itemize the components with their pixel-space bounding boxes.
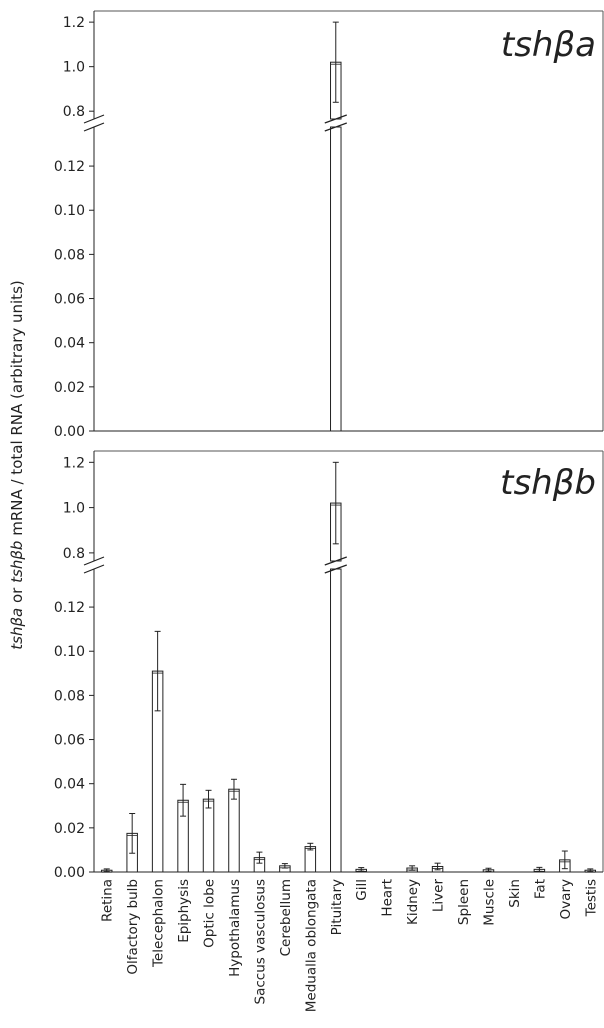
panel-1-bar-9-lower bbox=[330, 568, 342, 873]
x-tick-label-12: Kidney bbox=[405, 879, 421, 925]
panel-1-ytick-label-upper-0: 0.8 bbox=[63, 546, 85, 562]
x-tick-label-18: Ovary bbox=[558, 879, 574, 919]
panel-0-ytick-label-lower-3: 0.06 bbox=[54, 292, 85, 308]
panel-0-ytick-label-upper-1: 1.0 bbox=[63, 60, 85, 76]
panel-1-ytick-label-lower-5: 0.10 bbox=[54, 644, 85, 660]
x-tick-label-14: Spleen bbox=[456, 879, 472, 925]
panel-0-ytick-label-upper-2: 1.2 bbox=[63, 15, 85, 31]
y-axis-label-suffix: mRNA / total RNA (arbitrary units) bbox=[8, 280, 26, 540]
panel-title-bottom: tshβb bbox=[500, 463, 596, 503]
x-tick-label-16: Skin bbox=[507, 879, 523, 908]
panel-0-ytick-label-lower-1: 0.02 bbox=[54, 380, 85, 396]
panel-0-ytick-label-lower-5: 0.10 bbox=[54, 203, 85, 219]
y-axis-label: tshβa or tshβb mRNA / total RNA (arbitra… bbox=[8, 280, 26, 649]
panel-1-bar-9-break-mark-1 bbox=[324, 564, 347, 574]
panel-1-ytick-label-lower-2: 0.04 bbox=[54, 777, 85, 793]
panel-1-bar-4 bbox=[202, 798, 215, 873]
x-tick-label-3: Epiphysis bbox=[176, 879, 192, 943]
x-tick-label-17: Fat bbox=[532, 879, 548, 899]
x-tick-label-1: Olfactory bulb bbox=[125, 879, 141, 975]
panel-0-y-break-mark-1 bbox=[83, 122, 105, 132]
y-axis-label-or: or bbox=[8, 583, 26, 608]
panel-1-ytick-label-lower-4: 0.08 bbox=[54, 688, 85, 704]
panel-1-ytick-label-lower-1: 0.02 bbox=[54, 821, 85, 837]
x-tick-label-8: Medualla oblongata bbox=[303, 879, 319, 1012]
x-tick-label-9: Pituitary bbox=[329, 879, 345, 935]
panel-1-ytick-label-upper-2: 1.2 bbox=[63, 455, 85, 471]
panel-0-ytick-label-lower-6: 0.12 bbox=[54, 159, 85, 175]
panel-0-ytick-label-lower-4: 0.08 bbox=[54, 247, 85, 263]
y-axis-label-gene-a: tshβa bbox=[8, 608, 26, 650]
panel-1-bar-9-break-mark-0 bbox=[324, 556, 347, 566]
y-axis-label-gene-b: tshβb bbox=[8, 541, 26, 583]
panel-1-ytick-label-lower-0: 0.00 bbox=[54, 865, 85, 881]
x-tick-label-2: Telecephalon bbox=[151, 879, 167, 968]
panel-0-bar-9-break-mark-0 bbox=[324, 114, 347, 124]
panel-1-y-break-mark-0 bbox=[83, 556, 105, 566]
x-tick-label-4: Optic lobe bbox=[202, 879, 218, 948]
x-tick-label-6: Saccus vasculosus bbox=[252, 879, 268, 1004]
x-tick-label-11: Heart bbox=[380, 879, 396, 917]
x-tick-label-19: Testis bbox=[583, 879, 599, 917]
panel-1-ytick-label-lower-3: 0.06 bbox=[54, 733, 85, 749]
panel-1-ytick-label-upper-1: 1.0 bbox=[63, 501, 85, 517]
panel-title-top: tshβa bbox=[501, 25, 596, 65]
panel-1-y-break-mark-1 bbox=[83, 564, 105, 574]
x-tick-label-0: Retina bbox=[100, 879, 116, 922]
x-tick-label-7: Cerebellum bbox=[278, 879, 294, 956]
panel-1-ytick-label-lower-6: 0.12 bbox=[54, 600, 85, 616]
panel-0-bar-9-lower bbox=[330, 126, 342, 432]
x-tick-label-10: Gill bbox=[354, 879, 370, 901]
panel-0-ytick-label-upper-0: 0.8 bbox=[63, 104, 85, 120]
panel-0-bar-9-break-mark-1 bbox=[324, 122, 347, 132]
x-tick-label-15: Muscle bbox=[481, 879, 497, 926]
panel-0-ytick-label-lower-2: 0.04 bbox=[54, 336, 85, 352]
x-tick-label-5: Hypothalamus bbox=[227, 879, 243, 977]
panel-0-ytick-label-lower-0: 0.00 bbox=[54, 424, 85, 440]
panel-1-bar-5 bbox=[228, 788, 240, 873]
panel-0-y-break-mark-0 bbox=[83, 114, 105, 124]
x-tick-label-13: Liver bbox=[431, 879, 447, 913]
